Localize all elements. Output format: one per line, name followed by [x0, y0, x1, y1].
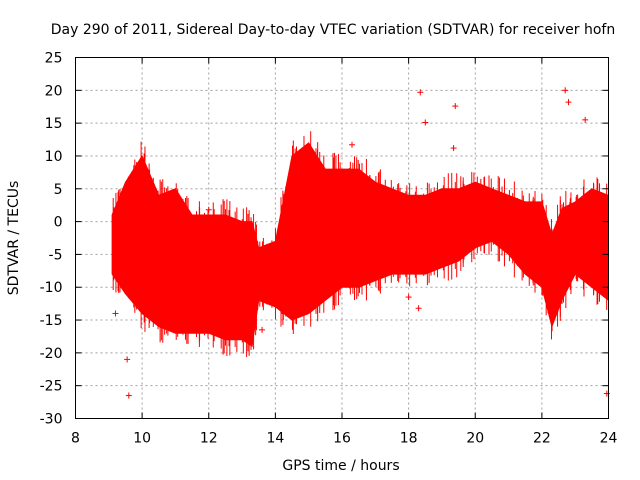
axes: 8 10 12 14 16 18 20 22 24 -30 -25 -20 -15 -10 -5 0 5 10 15… [40, 51, 618, 447]
outlier-point [124, 356, 131, 363]
outlier-point [125, 392, 132, 399]
x-tick-label: 22 [533, 431, 551, 447]
x-tick-label: 16 [333, 431, 351, 447]
y-tick-label: -5 [49, 247, 63, 263]
outlier-point [205, 206, 212, 213]
outlier-point [562, 87, 569, 94]
x-tick-label: 18 [400, 431, 418, 447]
y-tick-label: 0 [54, 215, 63, 231]
chart-title: Day 290 of 2011, Sidereal Day-to-day VTE… [51, 22, 615, 38]
y-tick-label: 25 [45, 51, 63, 67]
outlier-point [259, 326, 266, 333]
outlier-point [405, 294, 412, 301]
outlier-point [565, 99, 572, 106]
x-tick-label: 12 [200, 431, 218, 447]
y-tick-label: -25 [40, 379, 63, 395]
sdtvar-band [111, 142, 609, 348]
outlier-point [417, 89, 424, 96]
y-axis-label: SDTVAR / TECUs [6, 181, 22, 296]
x-tick-label: 8 [71, 431, 80, 447]
y-tick-label: -20 [40, 346, 63, 362]
outlier-point [415, 305, 422, 312]
y-tick-label: -30 [40, 412, 63, 428]
y-tick-label: -15 [40, 313, 63, 329]
outlier-point [422, 119, 429, 126]
y-tick-label: 10 [45, 149, 63, 165]
data-layer [111, 87, 610, 399]
outlier-point [582, 116, 589, 123]
y-tick-label: 15 [45, 116, 63, 132]
x-tick-label: 10 [133, 431, 151, 447]
outlier-point [312, 158, 319, 165]
y-tick-label: -10 [40, 280, 63, 296]
x-tick-label: 24 [600, 431, 618, 447]
x-tick-label: 20 [466, 431, 484, 447]
x-axis-label: GPS time / hours [282, 458, 399, 474]
y-tick-label: 20 [45, 83, 63, 99]
outlier-point [112, 310, 119, 317]
outlier-point [348, 141, 355, 148]
outlier-point [450, 145, 457, 152]
y-tick-label: 5 [54, 182, 63, 198]
x-tick-label: 14 [266, 431, 284, 447]
outlier-point [452, 103, 459, 110]
